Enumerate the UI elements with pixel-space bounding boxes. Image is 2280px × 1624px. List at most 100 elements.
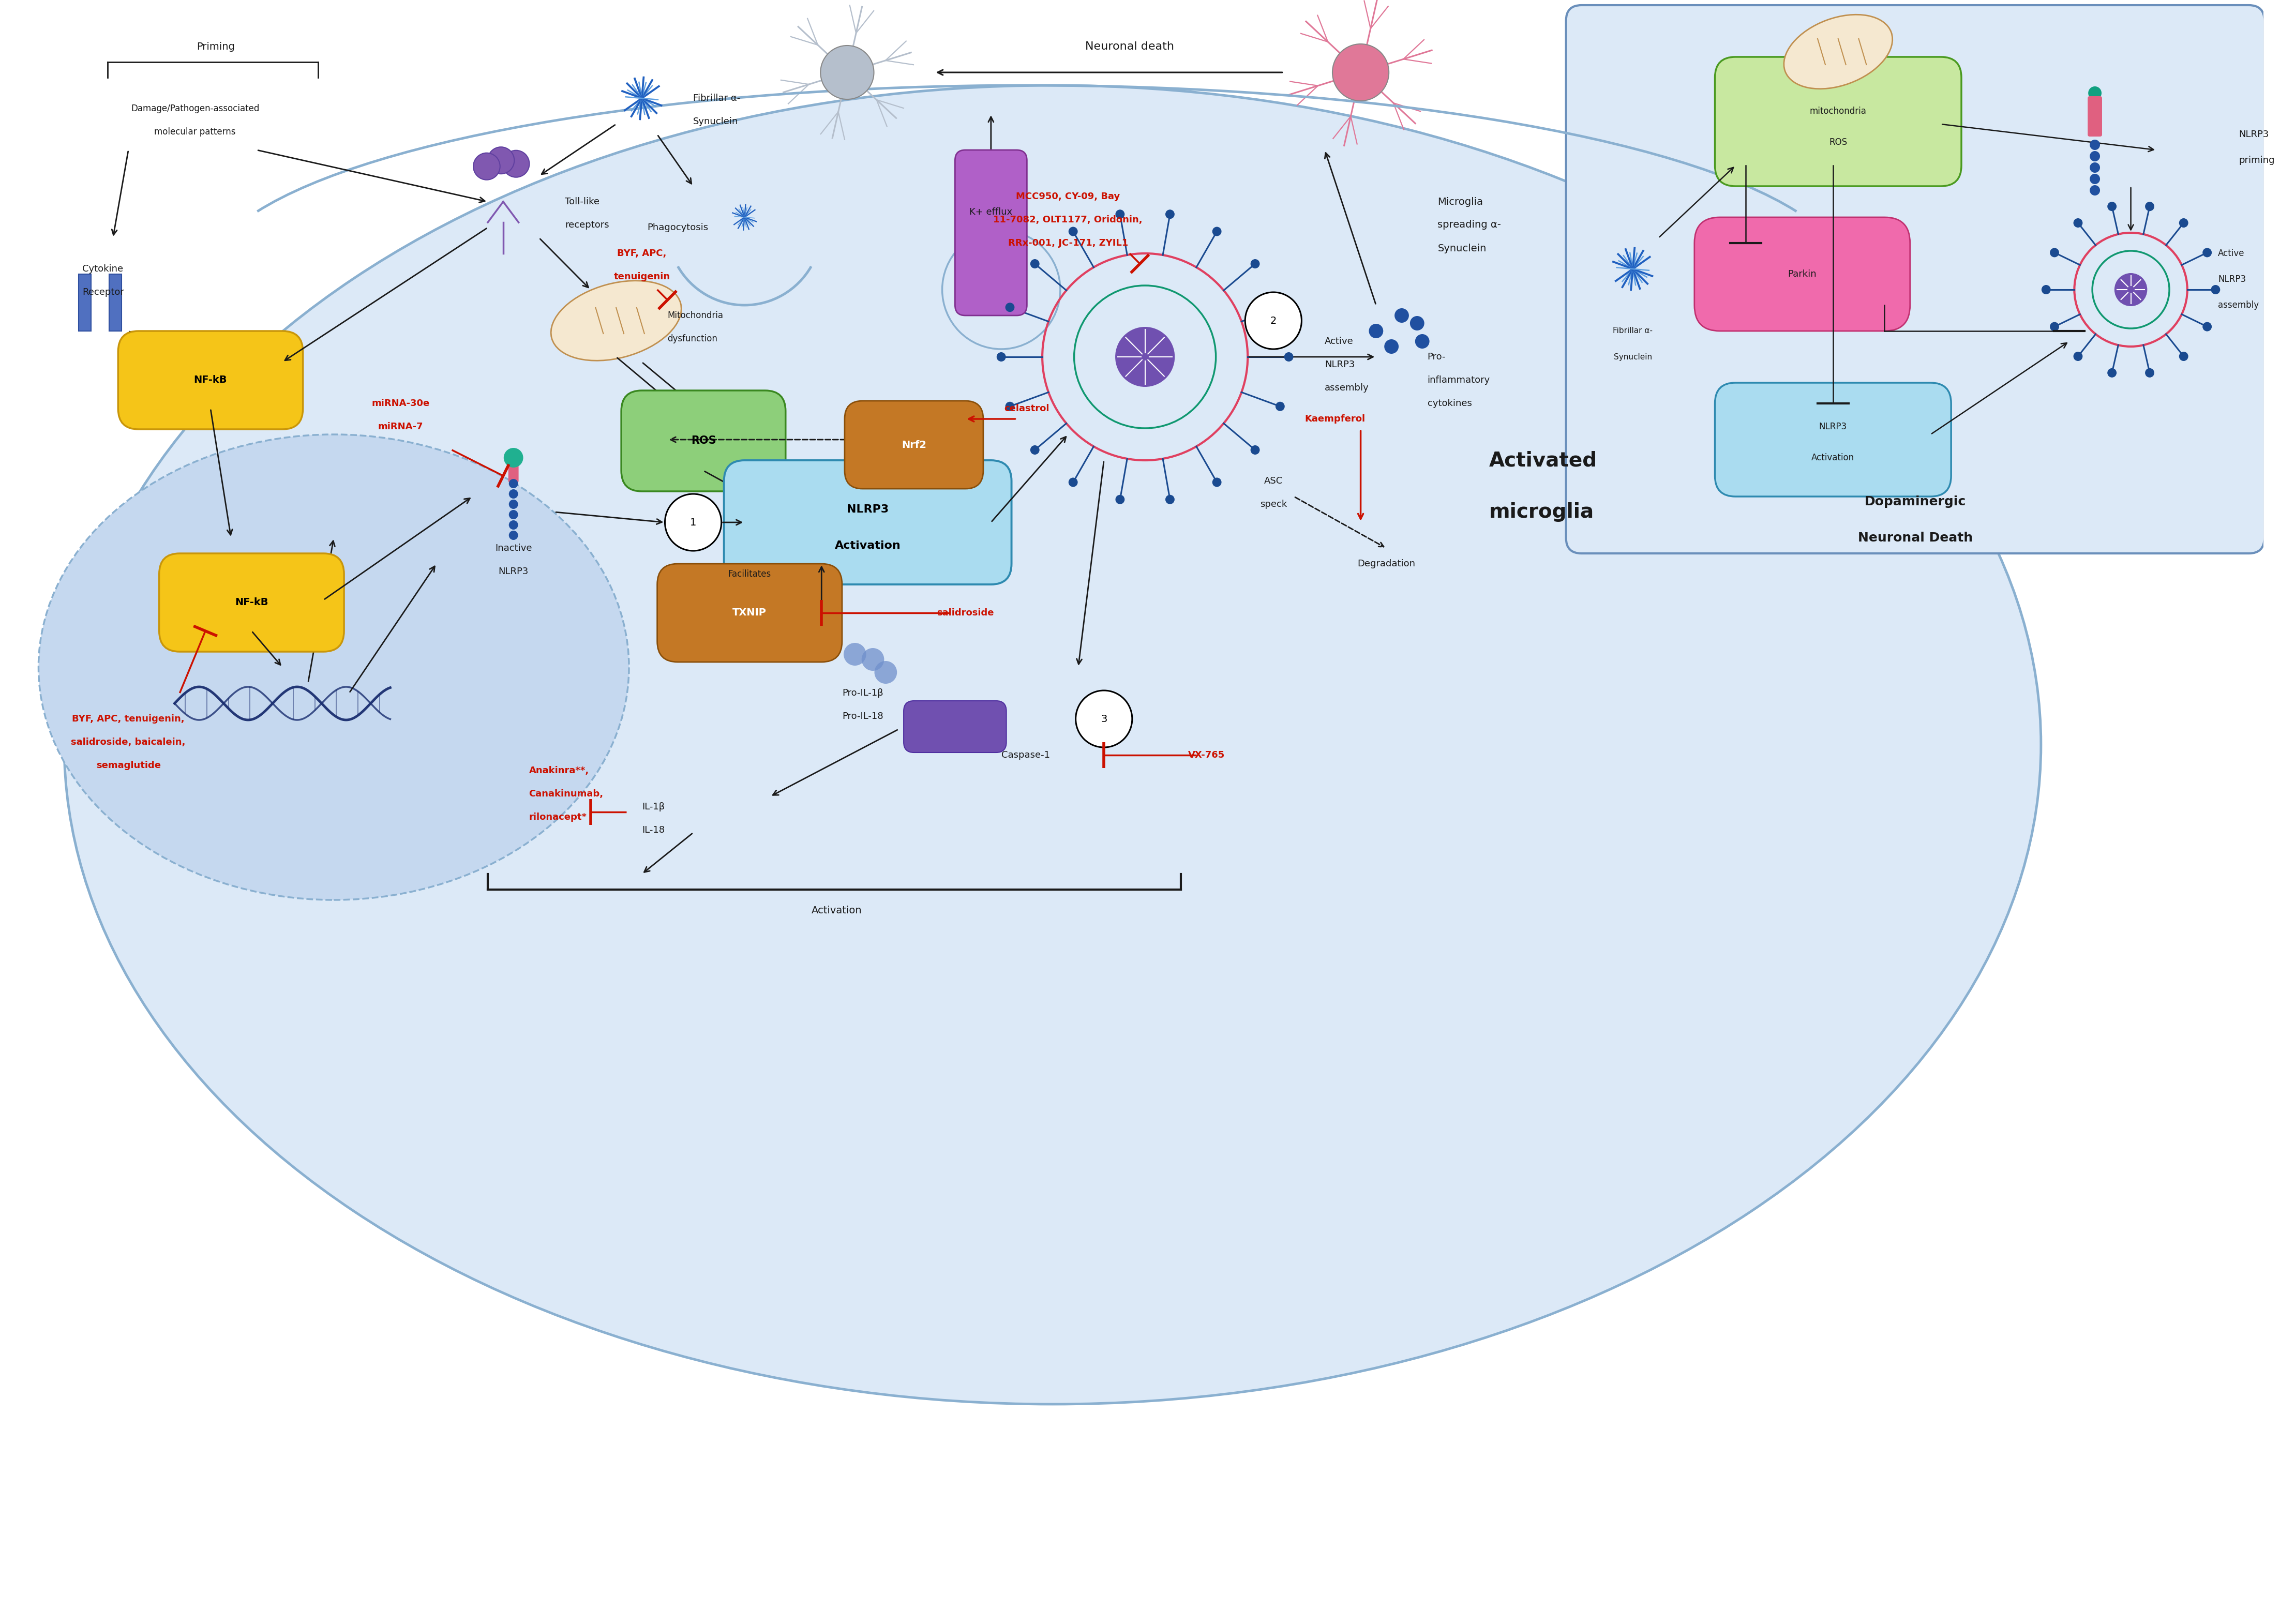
Text: Facilitates: Facilitates — [727, 570, 771, 578]
Circle shape — [2202, 248, 2212, 257]
Text: assembly: assembly — [1325, 383, 1368, 393]
FancyBboxPatch shape — [1566, 5, 2264, 554]
Text: VX-765: VX-765 — [1188, 750, 1224, 760]
Text: cytokines: cytokines — [1427, 400, 1473, 408]
FancyBboxPatch shape — [1715, 383, 1952, 497]
Text: assembly: assembly — [2218, 300, 2259, 310]
Circle shape — [1165, 495, 1174, 503]
Circle shape — [844, 643, 866, 666]
Circle shape — [2180, 352, 2189, 361]
Text: Canakinumab,: Canakinumab, — [529, 789, 604, 799]
Circle shape — [1005, 401, 1015, 411]
Circle shape — [1249, 260, 1261, 268]
Circle shape — [1368, 323, 1384, 338]
Text: rilonacept*: rilonacept* — [529, 812, 586, 822]
Text: BYF, APC,: BYF, APC, — [618, 248, 666, 258]
FancyBboxPatch shape — [955, 149, 1026, 315]
Circle shape — [488, 148, 515, 174]
Circle shape — [1275, 401, 1284, 411]
Text: Fibrillar α-: Fibrillar α- — [1612, 326, 1653, 335]
Circle shape — [2088, 86, 2102, 99]
Circle shape — [2114, 273, 2148, 307]
Text: Synuclein: Synuclein — [1614, 352, 1653, 361]
Circle shape — [2050, 322, 2059, 331]
Text: miRNA-30e: miRNA-30e — [372, 400, 429, 408]
Text: 11-7082, OLT1177, Oridonin,: 11-7082, OLT1177, Oridonin, — [994, 214, 1142, 224]
Text: Priming: Priming — [196, 42, 235, 52]
Circle shape — [1076, 690, 1133, 747]
Text: celastrol: celastrol — [1003, 404, 1049, 412]
Text: Synuclein: Synuclein — [693, 117, 739, 127]
Text: Toll-like: Toll-like — [565, 197, 600, 206]
Text: tenuigenin: tenuigenin — [613, 273, 670, 281]
Text: BYF, APC, tenuigenin,: BYF, APC, tenuigenin, — [73, 715, 185, 724]
Circle shape — [1416, 335, 1430, 349]
Circle shape — [1115, 495, 1124, 503]
Circle shape — [1165, 209, 1174, 219]
Circle shape — [2050, 248, 2059, 257]
Text: Activated: Activated — [1489, 450, 1598, 469]
Circle shape — [1115, 326, 1174, 387]
Circle shape — [2107, 369, 2116, 377]
Text: ROS: ROS — [1829, 138, 1847, 146]
Text: Pro-IL-1β: Pro-IL-1β — [841, 689, 882, 698]
FancyBboxPatch shape — [620, 390, 787, 492]
FancyBboxPatch shape — [657, 564, 841, 663]
Text: 3: 3 — [1101, 715, 1108, 724]
Text: Parkin: Parkin — [1788, 270, 1817, 279]
Circle shape — [508, 479, 518, 489]
FancyBboxPatch shape — [1694, 218, 1911, 331]
Circle shape — [821, 45, 873, 99]
Text: Degradation: Degradation — [1357, 559, 1416, 568]
Text: dysfunction: dysfunction — [668, 335, 718, 343]
Text: IL-1β: IL-1β — [641, 802, 666, 812]
Circle shape — [1213, 477, 1222, 487]
Text: NLRP3: NLRP3 — [499, 567, 529, 577]
Text: IL-18: IL-18 — [641, 825, 666, 835]
Ellipse shape — [39, 435, 629, 900]
Circle shape — [876, 661, 896, 684]
Text: Microglia: Microglia — [1439, 197, 1484, 206]
Circle shape — [2041, 284, 2050, 294]
Circle shape — [2145, 201, 2155, 211]
Text: salidroside, baicalein,: salidroside, baicalein, — [71, 737, 185, 747]
Text: Active: Active — [1325, 336, 1354, 346]
Text: semaglutide: semaglutide — [96, 760, 160, 770]
Text: Damage/Pathogen-associated: Damage/Pathogen-associated — [130, 104, 260, 114]
Text: Inactive: Inactive — [495, 544, 531, 552]
Text: TXNIP: TXNIP — [732, 607, 766, 617]
Text: 1: 1 — [691, 518, 695, 528]
Text: NLRP3: NLRP3 — [2239, 130, 2269, 140]
Text: mitochondria: mitochondria — [1810, 107, 1867, 115]
Ellipse shape — [1783, 15, 1892, 89]
Circle shape — [2202, 322, 2212, 331]
Text: Dopaminergic: Dopaminergic — [1865, 495, 1965, 508]
Circle shape — [2180, 218, 2189, 227]
Text: ASC: ASC — [1263, 476, 1284, 486]
Text: Pro-IL-18: Pro-IL-18 — [841, 711, 882, 721]
Circle shape — [508, 500, 518, 508]
Text: Activation: Activation — [834, 541, 901, 551]
Circle shape — [2091, 185, 2100, 195]
Circle shape — [1115, 209, 1124, 219]
Ellipse shape — [64, 86, 2041, 1405]
Text: salidroside: salidroside — [937, 609, 994, 617]
Text: Kaempferol: Kaempferol — [1304, 414, 1366, 424]
Circle shape — [2091, 174, 2100, 184]
Text: K+ efflux: K+ efflux — [969, 208, 1012, 216]
Circle shape — [502, 151, 529, 177]
Circle shape — [1332, 44, 1389, 101]
Circle shape — [508, 531, 518, 539]
Text: NLRP3: NLRP3 — [1819, 422, 1847, 432]
Text: receptors: receptors — [565, 221, 609, 229]
FancyBboxPatch shape — [2088, 96, 2102, 136]
Circle shape — [1031, 445, 1040, 455]
Circle shape — [2073, 352, 2082, 361]
Text: Activation: Activation — [1813, 453, 1854, 463]
FancyBboxPatch shape — [903, 702, 1005, 752]
Circle shape — [2091, 162, 2100, 172]
Text: Cytokine: Cytokine — [82, 265, 123, 273]
Text: Pro-: Pro- — [1427, 352, 1446, 362]
Circle shape — [996, 352, 1005, 362]
Text: Mitochondria: Mitochondria — [668, 310, 723, 320]
